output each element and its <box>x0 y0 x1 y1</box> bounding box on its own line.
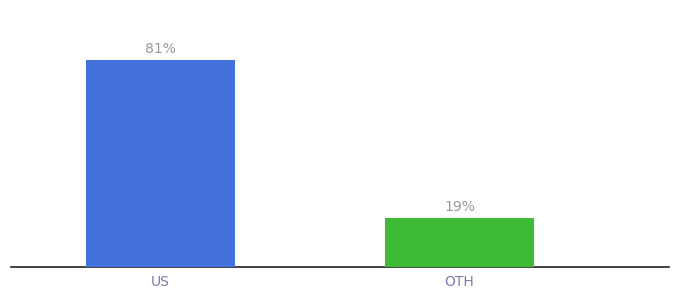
Bar <box>86 60 235 267</box>
Text: 81%: 81% <box>145 42 176 56</box>
Text: 19%: 19% <box>444 200 475 214</box>
Bar <box>385 218 534 267</box>
